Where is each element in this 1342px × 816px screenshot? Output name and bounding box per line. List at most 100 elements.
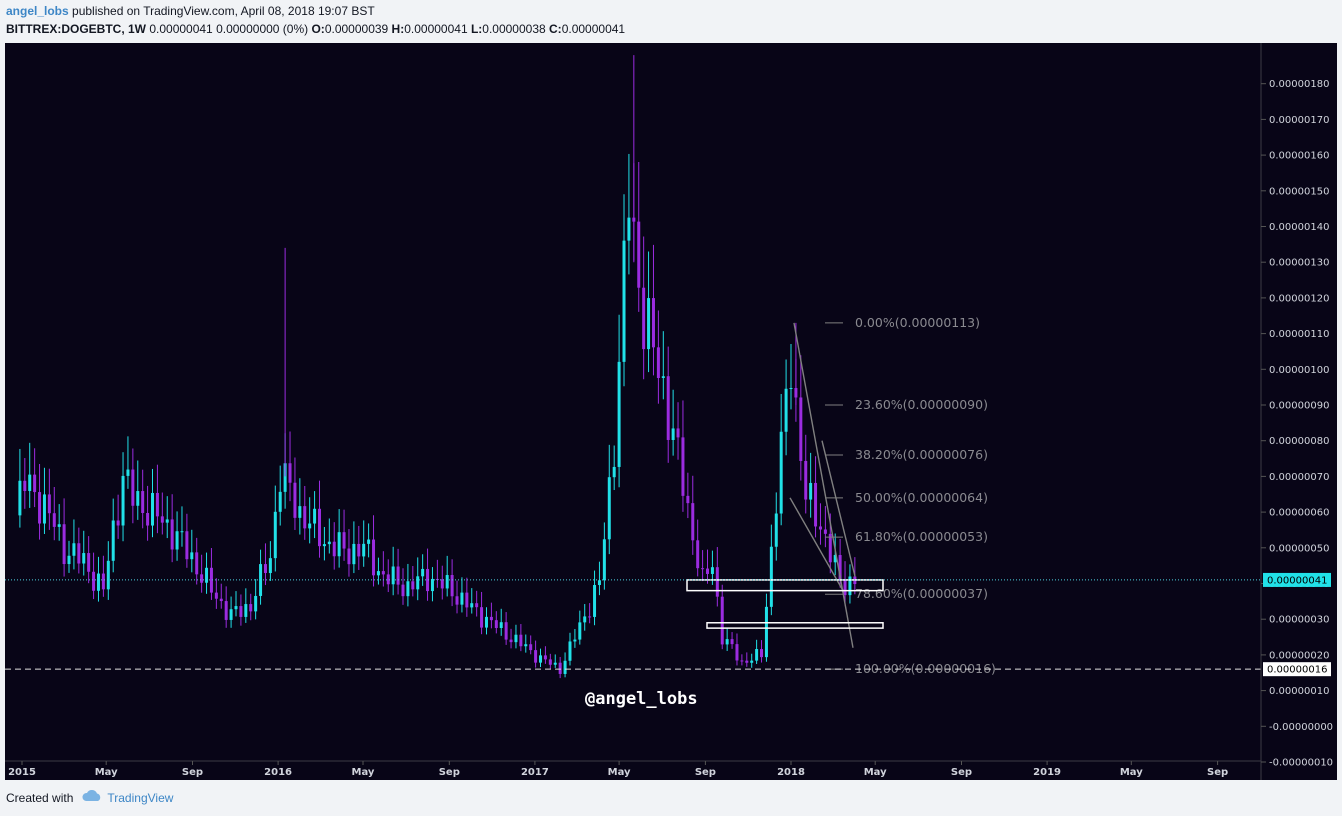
candle-body xyxy=(686,495,690,504)
candle-body xyxy=(249,604,253,612)
candle-body xyxy=(465,592,469,608)
candle-body xyxy=(553,662,557,665)
candle-body xyxy=(101,573,105,590)
candle-body xyxy=(681,437,685,496)
candle-body xyxy=(769,546,773,607)
drawings-layer xyxy=(5,579,1261,670)
support-zone-box[interactable] xyxy=(706,622,884,629)
candle-body xyxy=(430,578,434,592)
fib-level-label: 23.60%(0.00000090) xyxy=(855,397,988,412)
price-tick-label: 0.00000120 xyxy=(1269,293,1329,304)
tradingview-logo-icon[interactable] xyxy=(81,790,103,806)
price-tick-label: -0.00000000 xyxy=(1269,722,1333,733)
candle-body xyxy=(543,655,547,660)
candle-body xyxy=(67,555,71,565)
candle-body xyxy=(848,576,852,596)
candle-body xyxy=(155,492,159,517)
candle-body xyxy=(136,491,140,506)
price-tick-label: 0.00000140 xyxy=(1269,222,1329,233)
symbol-info: BITTREX:DOGEBTC, 1W 0.00000041 0.0000000… xyxy=(6,22,625,36)
tradingview-link[interactable]: TradingView xyxy=(107,791,174,805)
candle-body xyxy=(317,508,321,547)
time-tick-label: May xyxy=(95,767,118,778)
candle-body xyxy=(779,431,783,514)
candle-body xyxy=(814,482,818,527)
time-tick-label: 2019 xyxy=(1033,767,1061,778)
candle-body xyxy=(558,662,562,674)
time-tick-label: Sep xyxy=(182,767,203,778)
candle-body xyxy=(254,595,258,612)
candle-body xyxy=(42,494,46,524)
candle-body xyxy=(190,552,194,560)
price-tick-label: 0.00000130 xyxy=(1269,258,1329,269)
candle-body xyxy=(426,568,430,592)
low-value: 0.00000038 xyxy=(482,22,550,36)
candle-body xyxy=(219,598,223,602)
time-tick-label: Sep xyxy=(439,767,460,778)
candle-body xyxy=(627,217,631,241)
candle-body xyxy=(750,660,754,663)
candle-body xyxy=(106,560,110,590)
candle-body xyxy=(760,649,764,658)
candle-body xyxy=(283,463,287,492)
candle-body xyxy=(337,532,341,557)
open-value: 0.00000039 xyxy=(324,22,392,36)
candle-body xyxy=(470,603,474,608)
candle-body xyxy=(185,531,189,560)
candle-body xyxy=(715,567,719,597)
candle-body xyxy=(745,660,749,663)
candle-body xyxy=(588,616,592,618)
candle-body xyxy=(406,581,410,597)
candle-body xyxy=(165,519,169,523)
candle-body xyxy=(647,298,651,350)
price-tick-label: 0.00000070 xyxy=(1269,472,1329,483)
trend-line[interactable] xyxy=(821,440,856,577)
candle-body xyxy=(460,592,464,605)
time-tick-label: 2015 xyxy=(8,767,36,778)
candle-body xyxy=(489,616,493,621)
price-tick-label: 0.00000100 xyxy=(1269,365,1329,376)
candle-body xyxy=(38,492,42,524)
chart-area[interactable]: 0.00%(0.00000113) 23.60%(0.00000090) 38.20… xyxy=(5,43,1337,780)
candle-body xyxy=(391,566,395,585)
candle-body xyxy=(735,644,739,661)
price-tick-label: 0.00000080 xyxy=(1269,436,1329,447)
price-chart[interactable]: 0.00%(0.00000113) 23.60%(0.00000090) 38.20… xyxy=(5,43,1337,780)
candle-body xyxy=(209,567,213,593)
last-price-label: 0.00000041 xyxy=(1267,575,1327,586)
trend-line[interactable] xyxy=(789,497,844,591)
high-value: 0.00000041 xyxy=(404,22,471,36)
candle-body xyxy=(205,567,209,583)
fib-level-label: 78.60%(0.00000037) xyxy=(855,586,988,601)
candle-body xyxy=(180,531,184,533)
candle-body xyxy=(730,639,734,645)
candle-body xyxy=(151,492,155,526)
close-value: 0.00000041 xyxy=(561,22,626,36)
candle-body xyxy=(494,620,498,628)
candle-body xyxy=(62,524,66,565)
trend-line[interactable] xyxy=(793,322,854,648)
candle-body xyxy=(126,469,130,476)
candle-body xyxy=(224,601,228,620)
author-link[interactable]: angel_lobs xyxy=(6,4,69,18)
candle-body xyxy=(833,555,837,563)
candle-body xyxy=(332,541,336,557)
candle-body xyxy=(539,655,543,663)
candle-body xyxy=(411,581,415,590)
candle-body xyxy=(116,520,120,526)
price-tick-label: 0.00000060 xyxy=(1269,508,1329,519)
candle-body xyxy=(77,543,81,564)
level-price-badge xyxy=(1263,662,1331,677)
candle-body xyxy=(72,543,76,556)
publish-info: angel_lobs published on TradingView.com,… xyxy=(6,4,375,18)
candle-body xyxy=(583,616,587,623)
time-tick-label: May xyxy=(1120,767,1143,778)
candle-body xyxy=(637,221,641,288)
candle-body xyxy=(696,540,700,569)
candle-body xyxy=(838,555,842,581)
price-tick-label: 0.00000030 xyxy=(1269,615,1329,626)
candle-body xyxy=(799,397,803,461)
low-label: L: xyxy=(470,22,483,36)
candle-body xyxy=(823,529,827,534)
candle-body xyxy=(602,539,606,581)
